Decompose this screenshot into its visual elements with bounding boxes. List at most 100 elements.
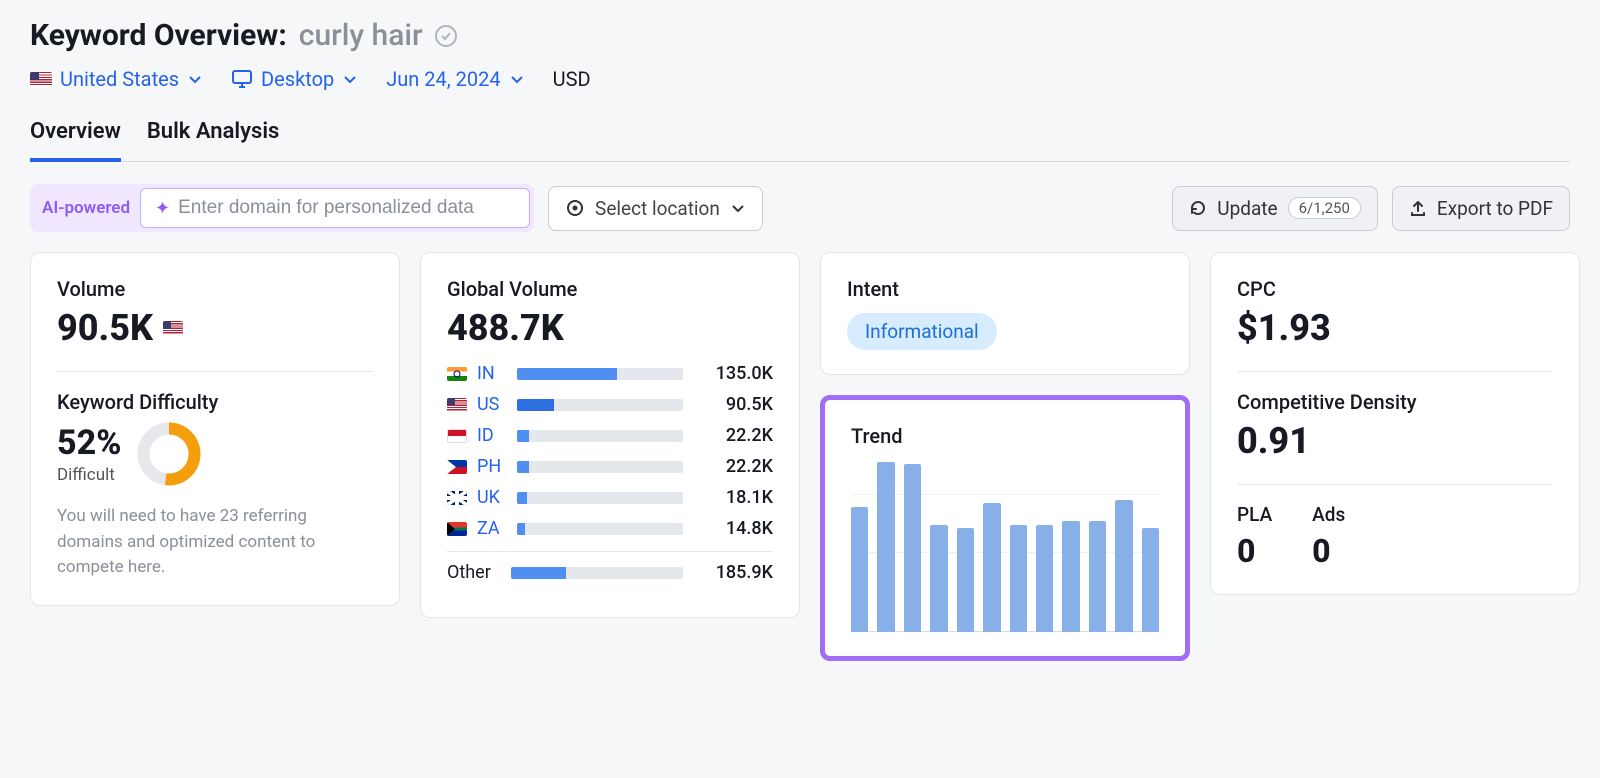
- tabs: Overview Bulk Analysis: [30, 113, 1570, 162]
- trend-bar: [983, 503, 1000, 632]
- country-volume: 18.1K: [693, 487, 773, 508]
- domain-input-wrap[interactable]: ✦: [140, 188, 530, 228]
- trend-bar-chart: [851, 462, 1159, 632]
- ads-label: Ads: [1312, 503, 1345, 526]
- country-volume: 135.0K: [693, 363, 773, 384]
- in-flag-icon: [447, 367, 467, 381]
- volume-bar: [517, 492, 683, 504]
- uk-flag-icon: [447, 491, 467, 505]
- export-label: Export to PDF: [1437, 197, 1553, 220]
- export-icon: [1409, 199, 1427, 217]
- device-label: Desktop: [261, 67, 334, 91]
- chevron-down-icon: [509, 71, 525, 87]
- volume-bar: [517, 461, 683, 473]
- volume-bar: [517, 430, 683, 442]
- country-volume: 22.2K: [693, 425, 773, 446]
- update-count: 6/1,250: [1288, 197, 1361, 219]
- global-volume-row[interactable]: UK 18.1K: [447, 487, 773, 508]
- cpc-card: CPC $1.93 Competitive Density 0.91 PLA 0…: [1210, 252, 1580, 595]
- country-label: United States: [60, 67, 179, 91]
- country-volume: 14.8K: [693, 518, 773, 539]
- trend-bar: [1010, 525, 1027, 632]
- other-value: 185.9K: [693, 562, 773, 583]
- tab-overview[interactable]: Overview: [30, 113, 121, 162]
- chevron-down-icon: [730, 200, 746, 216]
- global-volume-other-row: Other 185.9K: [447, 562, 773, 583]
- intent-badge: Informational: [847, 313, 997, 350]
- trend-bar: [904, 464, 921, 632]
- country-code: UK: [477, 487, 507, 508]
- update-button[interactable]: Update 6/1,250: [1172, 186, 1378, 231]
- volume-bar: [517, 523, 683, 535]
- global-volume-row[interactable]: ZA 14.8K: [447, 518, 773, 539]
- trend-card: Trend: [820, 395, 1190, 661]
- global-volume-card: Global Volume 488.7K IN 135.0K US90.5K ID 22…: [420, 252, 800, 618]
- ai-powered-group: AI-powered ✦: [30, 184, 534, 232]
- device-selector[interactable]: Desktop: [231, 67, 358, 91]
- kd-name: Difficult: [57, 465, 121, 485]
- global-volume-row[interactable]: IN 135.0K: [447, 363, 773, 384]
- id-flag-icon: [447, 429, 467, 443]
- za-flag-icon: [447, 522, 467, 536]
- desktop-icon: [231, 69, 253, 89]
- tab-bulk-analysis[interactable]: Bulk Analysis: [147, 113, 280, 161]
- volume-value: 90.5K: [57, 307, 153, 349]
- export-pdf-button[interactable]: Export to PDF: [1392, 186, 1570, 231]
- country-code: ID: [477, 425, 507, 446]
- global-volume-label: Global Volume: [447, 277, 773, 301]
- ads-value: 0: [1312, 532, 1345, 570]
- trend-bar: [1142, 528, 1159, 632]
- domain-input[interactable]: [178, 197, 515, 219]
- page-title-keyword: curly hair: [299, 18, 423, 53]
- cpc-value: $1.93: [1237, 307, 1553, 349]
- ads-block: Ads 0: [1312, 503, 1345, 570]
- us-flag-icon: [30, 72, 52, 87]
- kd-value: 52%: [57, 423, 121, 463]
- date-selector[interactable]: Jun 24, 2024: [386, 67, 524, 91]
- update-label: Update: [1217, 197, 1277, 220]
- volume-label: Volume: [57, 277, 373, 301]
- comp-density-value: 0.91: [1237, 420, 1553, 462]
- trend-bar: [930, 525, 947, 632]
- select-location-button[interactable]: Select location: [548, 186, 763, 231]
- kd-donut-chart: [135, 420, 203, 488]
- page-title-prefix: Keyword Overview:: [30, 18, 287, 53]
- country-code: ZA: [477, 518, 507, 539]
- select-location-label: Select location: [595, 197, 720, 220]
- volume-bar: [517, 399, 683, 411]
- date-label: Jun 24, 2024: [386, 67, 500, 91]
- pla-block: PLA 0: [1237, 503, 1272, 570]
- ph-flag-icon: [447, 460, 467, 474]
- pla-label: PLA: [1237, 503, 1272, 526]
- us-flag-icon: [447, 398, 467, 412]
- volume-card: Volume 90.5K Keyword Difficulty 52% Diff…: [30, 252, 400, 606]
- country-selector[interactable]: United States: [30, 67, 203, 91]
- global-volume-row[interactable]: US90.5K: [447, 394, 773, 415]
- country-volume: 22.2K: [693, 456, 773, 477]
- trend-bar: [1036, 525, 1053, 632]
- verified-check-icon: [435, 25, 457, 47]
- trend-bar: [1062, 521, 1079, 632]
- cpc-label: CPC: [1237, 277, 1553, 301]
- global-volume-row[interactable]: ID 22.2K: [447, 425, 773, 446]
- currency-label: USD: [553, 67, 591, 91]
- country-code: US: [477, 394, 507, 415]
- trend-bar: [1115, 500, 1132, 632]
- intent-card: Intent Informational: [820, 252, 1190, 375]
- us-flag-icon: [163, 321, 183, 335]
- sparkle-icon: ✦: [155, 198, 170, 219]
- refresh-icon: [1189, 199, 1207, 217]
- kd-label: Keyword Difficulty: [57, 390, 373, 414]
- country-code: IN: [477, 363, 507, 384]
- location-pin-icon: [565, 198, 585, 218]
- other-label: Other: [447, 562, 501, 583]
- ai-powered-label: AI-powered: [42, 198, 130, 218]
- trend-bar: [851, 507, 868, 632]
- trend-bar: [1089, 521, 1106, 632]
- global-volume-value: 488.7K: [447, 307, 773, 349]
- global-volume-row[interactable]: PH22.2K: [447, 456, 773, 477]
- chevron-down-icon: [187, 71, 203, 87]
- comp-density-label: Competitive Density: [1237, 390, 1553, 414]
- intent-label: Intent: [847, 277, 1163, 301]
- chevron-down-icon: [342, 71, 358, 87]
